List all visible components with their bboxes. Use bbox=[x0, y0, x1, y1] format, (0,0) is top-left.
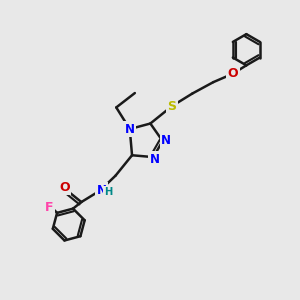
Text: N: N bbox=[161, 134, 171, 148]
Text: N: N bbox=[96, 184, 106, 197]
Text: O: O bbox=[59, 181, 70, 194]
Text: O: O bbox=[227, 67, 238, 80]
Text: N: N bbox=[125, 122, 135, 136]
Text: H: H bbox=[104, 187, 112, 197]
Text: N: N bbox=[150, 153, 160, 166]
Text: F: F bbox=[45, 201, 54, 214]
Text: S: S bbox=[167, 100, 176, 112]
